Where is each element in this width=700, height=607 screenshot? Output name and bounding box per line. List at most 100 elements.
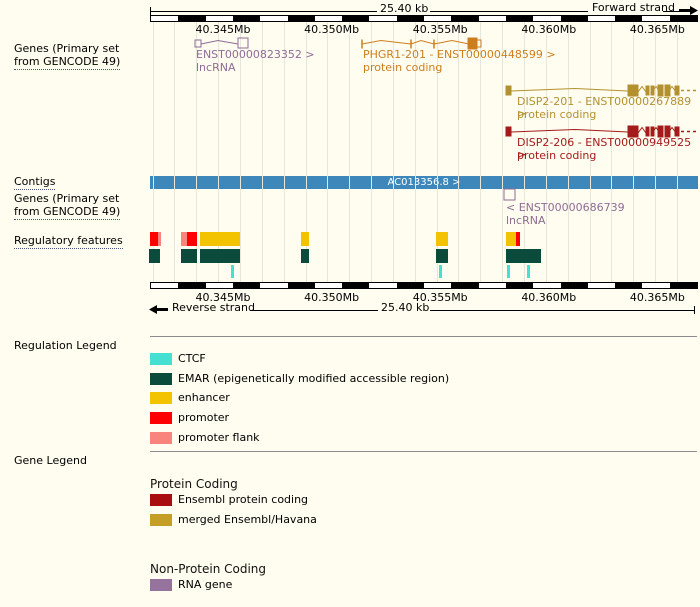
- track-label-genes-reverse[interactable]: Genes (Primary set: [14, 192, 119, 205]
- scale-bar-segment: [287, 16, 315, 21]
- gridline: [349, 22, 351, 282]
- coordinate-label-bottom: 40.350Mb: [304, 291, 360, 304]
- gene-ENST00000686739-label[interactable]: < ENST00000686739: [506, 201, 625, 214]
- legend-label-emar: EMAR (epigenetically modified accessible…: [178, 371, 450, 385]
- track-label-text: Genes (Primary set: [14, 42, 120, 55]
- gene-ENST00000823352-label[interactable]: ENST00000823352 >: [196, 48, 315, 61]
- track-label-text: Regulatory features: [14, 234, 123, 249]
- scale-bar-top: [150, 15, 698, 22]
- gene-shape-hat: [510, 87, 629, 92]
- gridline: [458, 22, 460, 282]
- ruler-line: [430, 310, 694, 311]
- gene-ENST00000686739-structure[interactable]: [150, 188, 700, 202]
- regulatory-feature-emar[interactable]: [436, 249, 448, 263]
- gridline: [545, 22, 547, 282]
- gene-PHGR1-201-label[interactable]: PHGR1-201 - ENST00000448599 >: [363, 48, 556, 61]
- scale-length-label-top: 25.40 kb: [380, 2, 429, 15]
- separator: [150, 451, 697, 452]
- gridline: [283, 22, 285, 282]
- gene-DISP2-201-label[interactable]: DISP2-201 - ENST00000267889 >: [517, 95, 692, 120]
- regulatory-feature-enhancer[interactable]: [301, 232, 309, 246]
- legend-swatch-promoter: [150, 412, 172, 425]
- track-label-genes-forward[interactable]: from GENCODE 49): [14, 55, 121, 70]
- scale-bar-segment: [615, 16, 643, 21]
- coordinate-label-top: 40.355Mb: [412, 23, 468, 36]
- gene-shape-obox: [476, 39, 482, 48]
- regulatory-feature-emar[interactable]: [149, 249, 160, 263]
- gene-DISP2-206-structure[interactable]: [150, 125, 700, 139]
- gene-shape-fbox: [674, 85, 680, 96]
- gene-ENST00000823352-biotype: lncRNA: [196, 61, 236, 74]
- scale-bar-segment: [505, 16, 534, 21]
- track-label-genes-forward[interactable]: Genes (Primary set: [14, 42, 119, 55]
- scale-bar-segment: [287, 283, 315, 288]
- gene-shape-fbox: [627, 125, 639, 138]
- regulatory-feature-enhancer[interactable]: [506, 232, 516, 246]
- gene-shape-fbox: [664, 84, 671, 97]
- gridline: [524, 22, 525, 282]
- gene-ENST00000823352-structure[interactable]: [150, 37, 700, 51]
- scale-bar-segment: [615, 283, 643, 288]
- regulatory-feature-promoter[interactable]: [150, 232, 158, 246]
- gene-shape-fbox: [674, 126, 680, 137]
- gene-DISP2-201-structure[interactable]: [150, 84, 700, 98]
- regulatory-feature-promoter_flank[interactable]: [181, 232, 187, 246]
- gridline: [436, 22, 438, 282]
- gridline: [589, 22, 591, 282]
- scale-bar-segment: [232, 16, 261, 21]
- gene-shape-fbox: [645, 85, 650, 96]
- regulatory-feature-emar[interactable]: [506, 249, 541, 263]
- gridline: [676, 22, 678, 282]
- track-label-contigs[interactable]: Contigs: [14, 175, 56, 190]
- gene-shape-caret: [637, 85, 647, 93]
- scale-bar-segment: [178, 283, 206, 288]
- coordinate-label-top: 40.345Mb: [195, 23, 251, 36]
- track-label-regulatory-features[interactable]: Regulatory features: [14, 234, 123, 249]
- scale-bar-segment: [396, 283, 424, 288]
- regulatory-feature-ctcf[interactable]: [527, 265, 530, 278]
- forward-strand-arrow-icon: [679, 6, 698, 15]
- gridline: [152, 22, 154, 282]
- legend-swatch-rna_gene: [150, 579, 172, 591]
- gene-shape-hat: [510, 128, 629, 133]
- regulatory-feature-ctcf[interactable]: [439, 265, 442, 278]
- regulatory-feature-enhancer[interactable]: [200, 232, 240, 246]
- ruler-end-tick: [694, 306, 695, 314]
- gene-shape-fbox: [664, 125, 671, 138]
- scale-bar-segment: [560, 16, 588, 21]
- legend-label-ctcf: CTCF: [178, 352, 206, 365]
- regulatory-feature-ctcf[interactable]: [507, 265, 510, 278]
- coordinate-label-top: 40.365Mb: [629, 23, 685, 36]
- regulation-legend-title: Regulation Legend: [14, 339, 117, 352]
- contig-ac013356[interactable]: AC013356.8 >: [150, 176, 698, 189]
- gene-DISP2-206-biotype: protein coding: [517, 149, 597, 162]
- gene-ENST00000686739-biotype: lncRNA: [506, 214, 546, 227]
- track-label-text: from GENCODE 49): [14, 55, 121, 70]
- gene-shape-obox: [237, 37, 249, 49]
- gene-shape-hat: [410, 39, 435, 45]
- legend-label-ensembl_coding: Ensembl protein coding: [178, 493, 309, 506]
- regulatory-feature-ctcf[interactable]: [231, 265, 234, 278]
- gridline: [414, 22, 416, 282]
- regulatory-feature-emar[interactable]: [181, 249, 197, 263]
- gene-shape-fbox: [645, 126, 650, 137]
- gene-DISP2-206-label[interactable]: DISP2-206 - ENST00000949525 >: [517, 136, 692, 161]
- legend-label-enhancer: enhancer: [178, 391, 230, 405]
- track-label-genes-reverse[interactable]: from GENCODE 49): [14, 205, 121, 220]
- gene-shape-hat: [433, 39, 470, 45]
- reverse-strand-arrow-icon: [149, 305, 168, 314]
- ruler-line: [430, 11, 588, 12]
- coordinate-label-bottom: 40.360Mb: [521, 291, 577, 304]
- regulatory-feature-emar[interactable]: [301, 249, 309, 263]
- regulatory-feature-enhancer[interactable]: [436, 232, 448, 246]
- gene-PHGR1-201-structure[interactable]: [150, 37, 700, 51]
- regulatory-feature-promoter_flank[interactable]: [158, 232, 161, 246]
- regulatory-feature-emar[interactable]: [200, 249, 240, 263]
- regulatory-feature-promoter[interactable]: [516, 232, 520, 246]
- gridline: [567, 22, 569, 282]
- legend-swatch-ctcf: [150, 353, 172, 365]
- gridline: [174, 22, 176, 282]
- reverse-strand-label: Reverse strand: [172, 301, 255, 314]
- gridline: [218, 22, 219, 282]
- regulatory-feature-promoter[interactable]: [187, 232, 197, 246]
